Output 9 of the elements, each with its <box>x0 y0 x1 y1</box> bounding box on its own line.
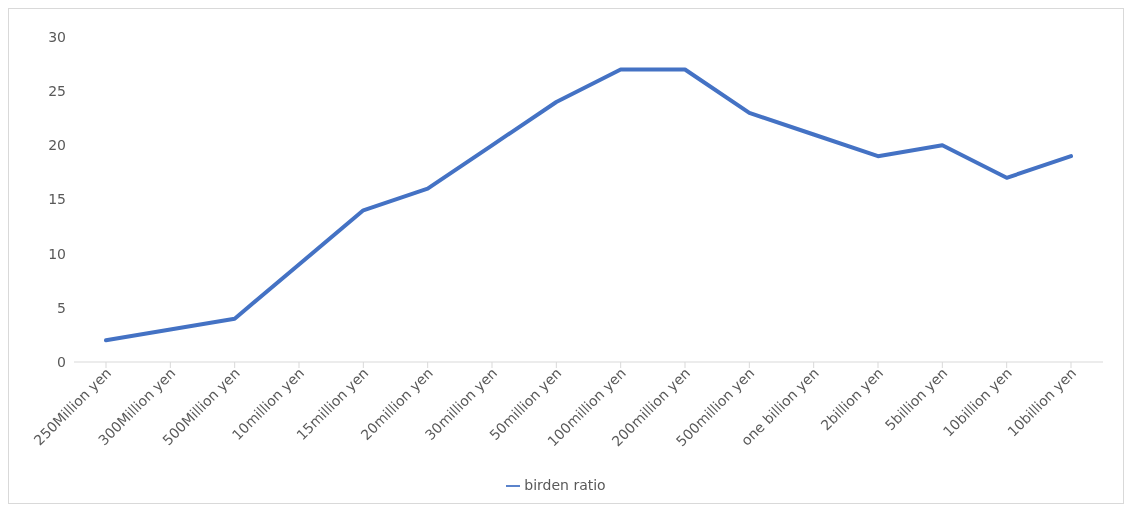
y-tick-label: 10 <box>48 245 66 262</box>
y-tick-label: 25 <box>48 83 66 100</box>
y-tick-label: 20 <box>48 137 66 154</box>
y-tick-label: 30 <box>48 28 66 45</box>
y-tick-label: 5 <box>57 299 66 316</box>
line-series <box>104 67 1073 343</box>
legend-label: birden ratio <box>524 477 606 493</box>
y-tick-label: 15 <box>48 191 66 208</box>
y-tick-label: 0 <box>57 353 66 370</box>
